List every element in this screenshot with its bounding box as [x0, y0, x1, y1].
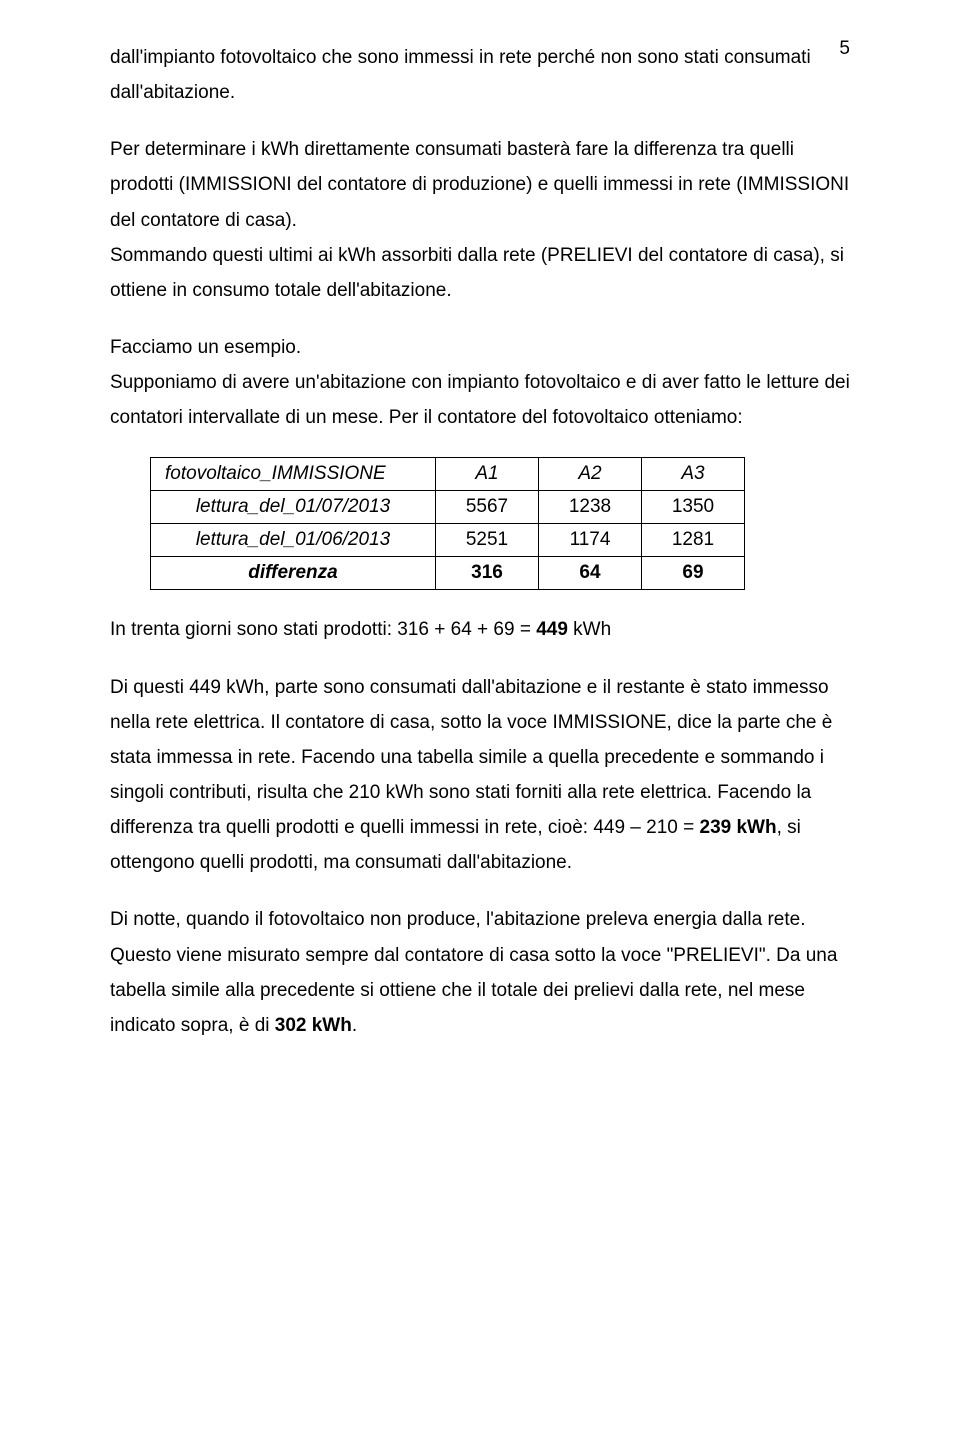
paragraph: Di questi 449 kWh, parte sono consumati …: [110, 670, 850, 881]
bold-text: 239 kWh: [700, 817, 777, 838]
table-header-row: fotovoltaico_IMMISSIONE A1 A2 A3: [151, 458, 745, 491]
table-column-header: A3: [641, 458, 744, 491]
paragraph: In trenta giorni sono stati prodotti: 31…: [110, 612, 850, 647]
table-diff-cell: 69: [641, 557, 744, 590]
text-span: Di questi 449 kWh, parte sono consumati …: [110, 677, 832, 839]
table-diff-label: differenza: [151, 557, 436, 590]
table-cell: 1350: [641, 491, 744, 524]
table-row-label: lettura_del_01/07/2013: [151, 491, 436, 524]
table-cell: 1238: [539, 491, 642, 524]
table-cell: 5251: [436, 524, 539, 557]
paragraph: Facciamo un esempio.: [110, 330, 850, 365]
table-diff-cell: 316: [436, 557, 539, 590]
paragraph: Per determinare i kWh direttamente consu…: [110, 132, 850, 237]
document-page: 5 dall'impianto fotovoltaico che sono im…: [0, 0, 960, 1456]
table-row-label: lettura_del_01/06/2013: [151, 524, 436, 557]
paragraph: Sommando questi ultimi ai kWh assorbiti …: [110, 238, 850, 308]
table-row: lettura_del_01/06/2013 5251 1174 1281: [151, 524, 745, 557]
table-column-header: A1: [436, 458, 539, 491]
paragraph: Di notte, quando il fotovoltaico non pro…: [110, 902, 850, 1043]
table-row: lettura_del_01/07/2013 5567 1238 1350: [151, 491, 745, 524]
text-span: In trenta giorni sono stati prodotti: 31…: [110, 619, 536, 640]
table-column-header: A2: [539, 458, 642, 491]
text-span: kWh: [568, 619, 611, 640]
table-cell: 1281: [641, 524, 744, 557]
table-diff-cell: 64: [539, 557, 642, 590]
data-table: fotovoltaico_IMMISSIONE A1 A2 A3 lettura…: [150, 457, 745, 590]
table-header-label: fotovoltaico_IMMISSIONE: [151, 458, 436, 491]
bold-text: 302 kWh: [275, 1015, 352, 1036]
paragraph: Supponiamo di avere un'abitazione con im…: [110, 365, 850, 435]
table-cell: 5567: [436, 491, 539, 524]
table-diff-row: differenza 316 64 69: [151, 557, 745, 590]
page-number: 5: [839, 38, 850, 60]
paragraph: dall'impianto fotovoltaico che sono imme…: [110, 40, 850, 110]
bold-text: 449: [536, 619, 568, 640]
text-span: Di notte, quando il fotovoltaico non pro…: [110, 909, 837, 1035]
text-span: .: [352, 1015, 357, 1036]
table-cell: 1174: [539, 524, 642, 557]
